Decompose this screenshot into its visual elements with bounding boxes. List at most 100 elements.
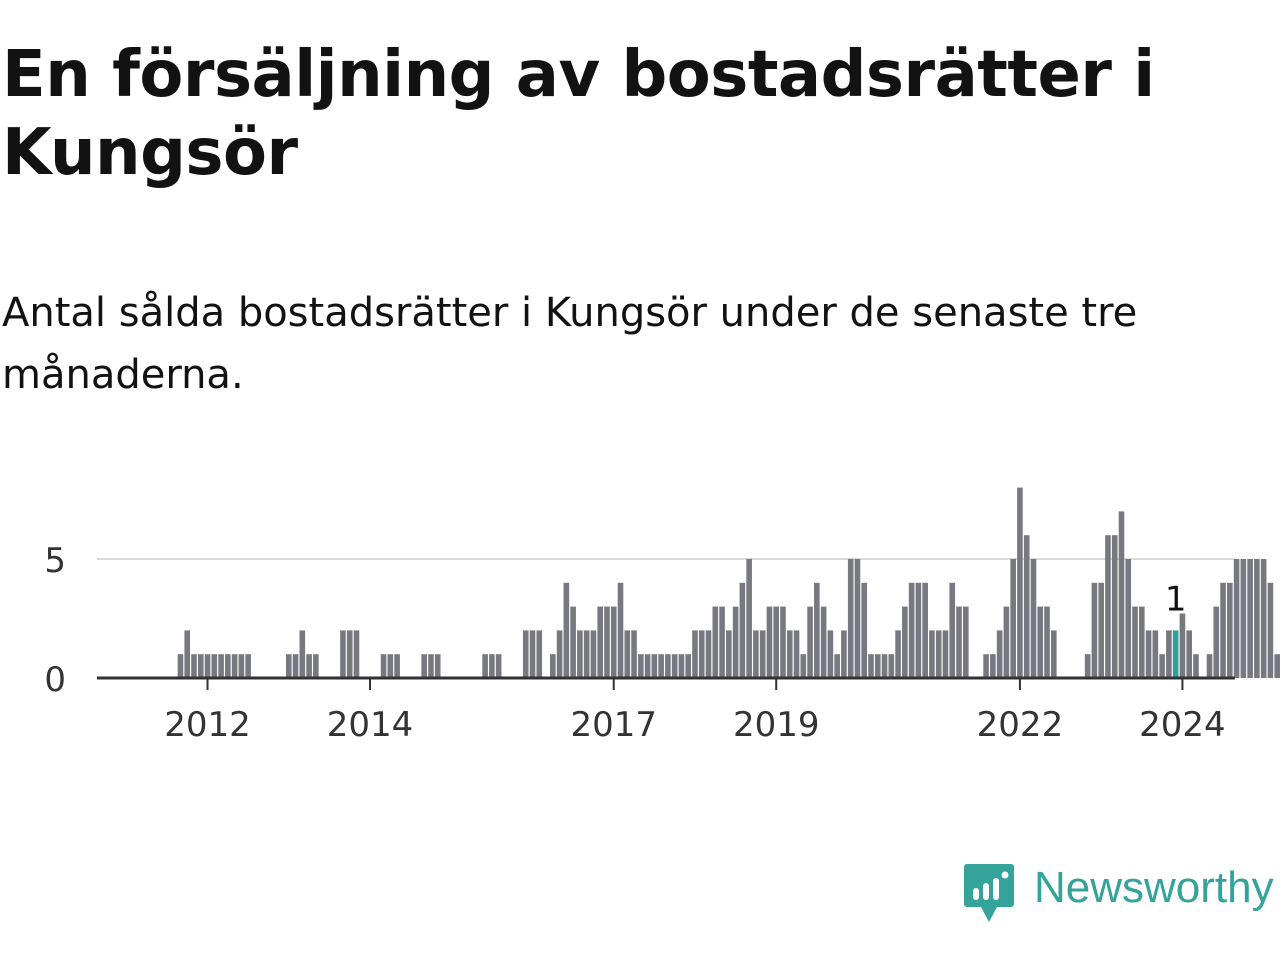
bar (651, 654, 658, 678)
bar (874, 654, 881, 678)
bar (177, 654, 184, 678)
bar (238, 654, 245, 678)
bar (590, 630, 597, 678)
bar (218, 654, 224, 678)
bar (421, 654, 427, 678)
bar (434, 654, 441, 678)
bar (1186, 630, 1192, 678)
bar (197, 654, 204, 678)
bar (820, 606, 827, 678)
newsworthy-chart-icon (964, 864, 1014, 922)
bar (658, 654, 664, 678)
bar (1105, 535, 1111, 678)
bar-highlight (1172, 630, 1179, 678)
bar (929, 630, 935, 678)
x-tick-label-2019: 2019 (733, 705, 820, 745)
bar (1125, 559, 1132, 678)
highlight-value-label: 1 (1165, 579, 1187, 619)
bar (231, 654, 238, 678)
bar (1254, 559, 1260, 678)
bar (739, 582, 746, 678)
bar (1139, 606, 1145, 678)
bar (1227, 582, 1233, 678)
bar (1010, 559, 1016, 678)
bar (1098, 582, 1104, 678)
bar (604, 606, 610, 678)
bar (489, 654, 495, 678)
bar (1145, 630, 1152, 678)
bar (1159, 654, 1165, 678)
bar (780, 606, 786, 678)
bar (746, 559, 752, 678)
bar (685, 654, 692, 678)
bar (726, 630, 732, 678)
bar (773, 606, 780, 678)
bar (915, 582, 922, 678)
bar (638, 654, 644, 678)
x-tick-label-2017: 2017 (570, 705, 657, 745)
bar (529, 630, 536, 678)
bar (895, 630, 901, 678)
bar (1050, 630, 1057, 678)
bar (184, 630, 191, 678)
bar (902, 606, 908, 678)
bar (983, 654, 989, 678)
bar (888, 654, 895, 678)
bar (861, 582, 868, 678)
bar (1030, 559, 1037, 678)
bar (556, 630, 563, 678)
bar (313, 654, 319, 678)
bar (881, 654, 888, 678)
bar (570, 606, 576, 678)
bar (847, 559, 854, 678)
bar (800, 654, 807, 678)
bar (841, 630, 847, 678)
logo-text: Newsworthy (1034, 863, 1274, 912)
bar (671, 654, 678, 678)
bar (665, 654, 671, 678)
bar (1213, 606, 1220, 678)
bar (204, 654, 211, 678)
bar (922, 582, 928, 678)
bar (793, 630, 800, 678)
bar (1003, 606, 1010, 678)
bar (1084, 654, 1091, 678)
y-tick-label-0: 0 (44, 660, 66, 700)
bar (617, 582, 624, 678)
bar (610, 606, 617, 678)
bar (387, 654, 394, 678)
bar (1193, 654, 1199, 678)
bar (1118, 511, 1125, 678)
chart-title: En försäljning av bostadsrätter i Kungsö… (2, 38, 1155, 190)
bar (834, 654, 840, 678)
bar (1247, 559, 1253, 678)
bar (935, 630, 942, 678)
bar (962, 606, 969, 678)
bar (1179, 606, 1186, 678)
bar (908, 582, 915, 678)
bar (346, 630, 353, 678)
bar (1267, 582, 1274, 678)
bar (956, 606, 962, 678)
newsworthy-logo[interactable]: Newsworthy (964, 864, 1274, 926)
bar (644, 654, 651, 678)
bar (1132, 606, 1138, 678)
bar (949, 582, 956, 678)
bar (353, 630, 360, 678)
bar (299, 630, 306, 678)
bar (597, 606, 603, 678)
bar (550, 654, 556, 678)
bar (1023, 535, 1030, 678)
bar (990, 654, 996, 678)
x-tick-label-2014: 2014 (327, 705, 414, 745)
bar (211, 654, 218, 678)
bar (712, 606, 719, 678)
bar (1091, 582, 1098, 678)
x-tick-label-2022: 2022 (977, 705, 1064, 745)
bar (428, 654, 434, 678)
bar (380, 654, 387, 678)
bar (563, 582, 570, 678)
bar (306, 654, 312, 678)
bar (827, 630, 834, 678)
bar (942, 630, 949, 678)
